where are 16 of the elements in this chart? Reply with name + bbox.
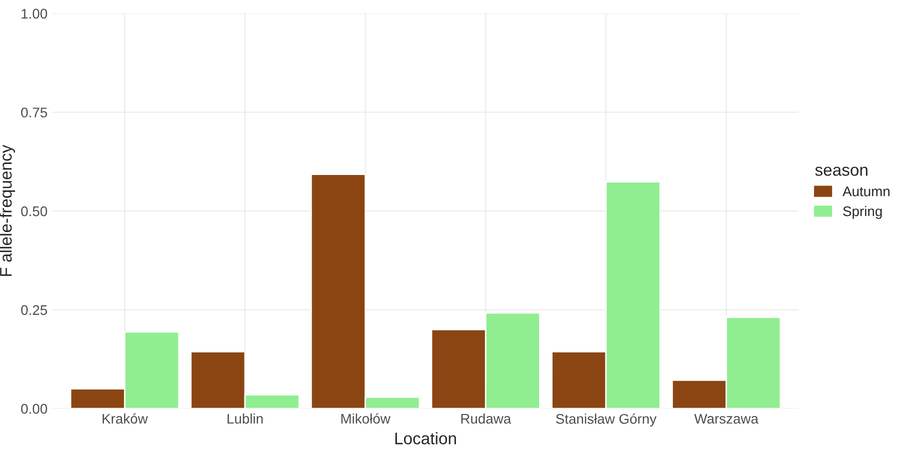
- x-tick-label: Stanisław Górny: [556, 413, 657, 427]
- x-tick-label: Warszawa: [694, 414, 758, 424]
- legend-label: Spring: [843, 206, 882, 219]
- y-tick-label: 1.00: [22, 8, 48, 19]
- y-tick-label: 0.00: [21, 404, 48, 414]
- y-tick-label: 0.50: [21, 206, 48, 216]
- x-tick-label: Rudawa: [461, 413, 512, 424]
- x-tick-label: Lublin: [228, 413, 263, 424]
- x-axis-title: Location: [395, 432, 456, 444]
- legend-label: Autumn: [842, 186, 890, 196]
- y-tick-label: 0.75: [21, 108, 48, 118]
- x-tick-label: Mikołów: [341, 413, 390, 424]
- y-axis-title: F allele-frequency: [0, 144, 16, 276]
- x-tick-label: Kraków: [102, 413, 148, 424]
- y-tick-label: 0.25: [21, 305, 48, 315]
- legend-title: season: [815, 166, 868, 176]
